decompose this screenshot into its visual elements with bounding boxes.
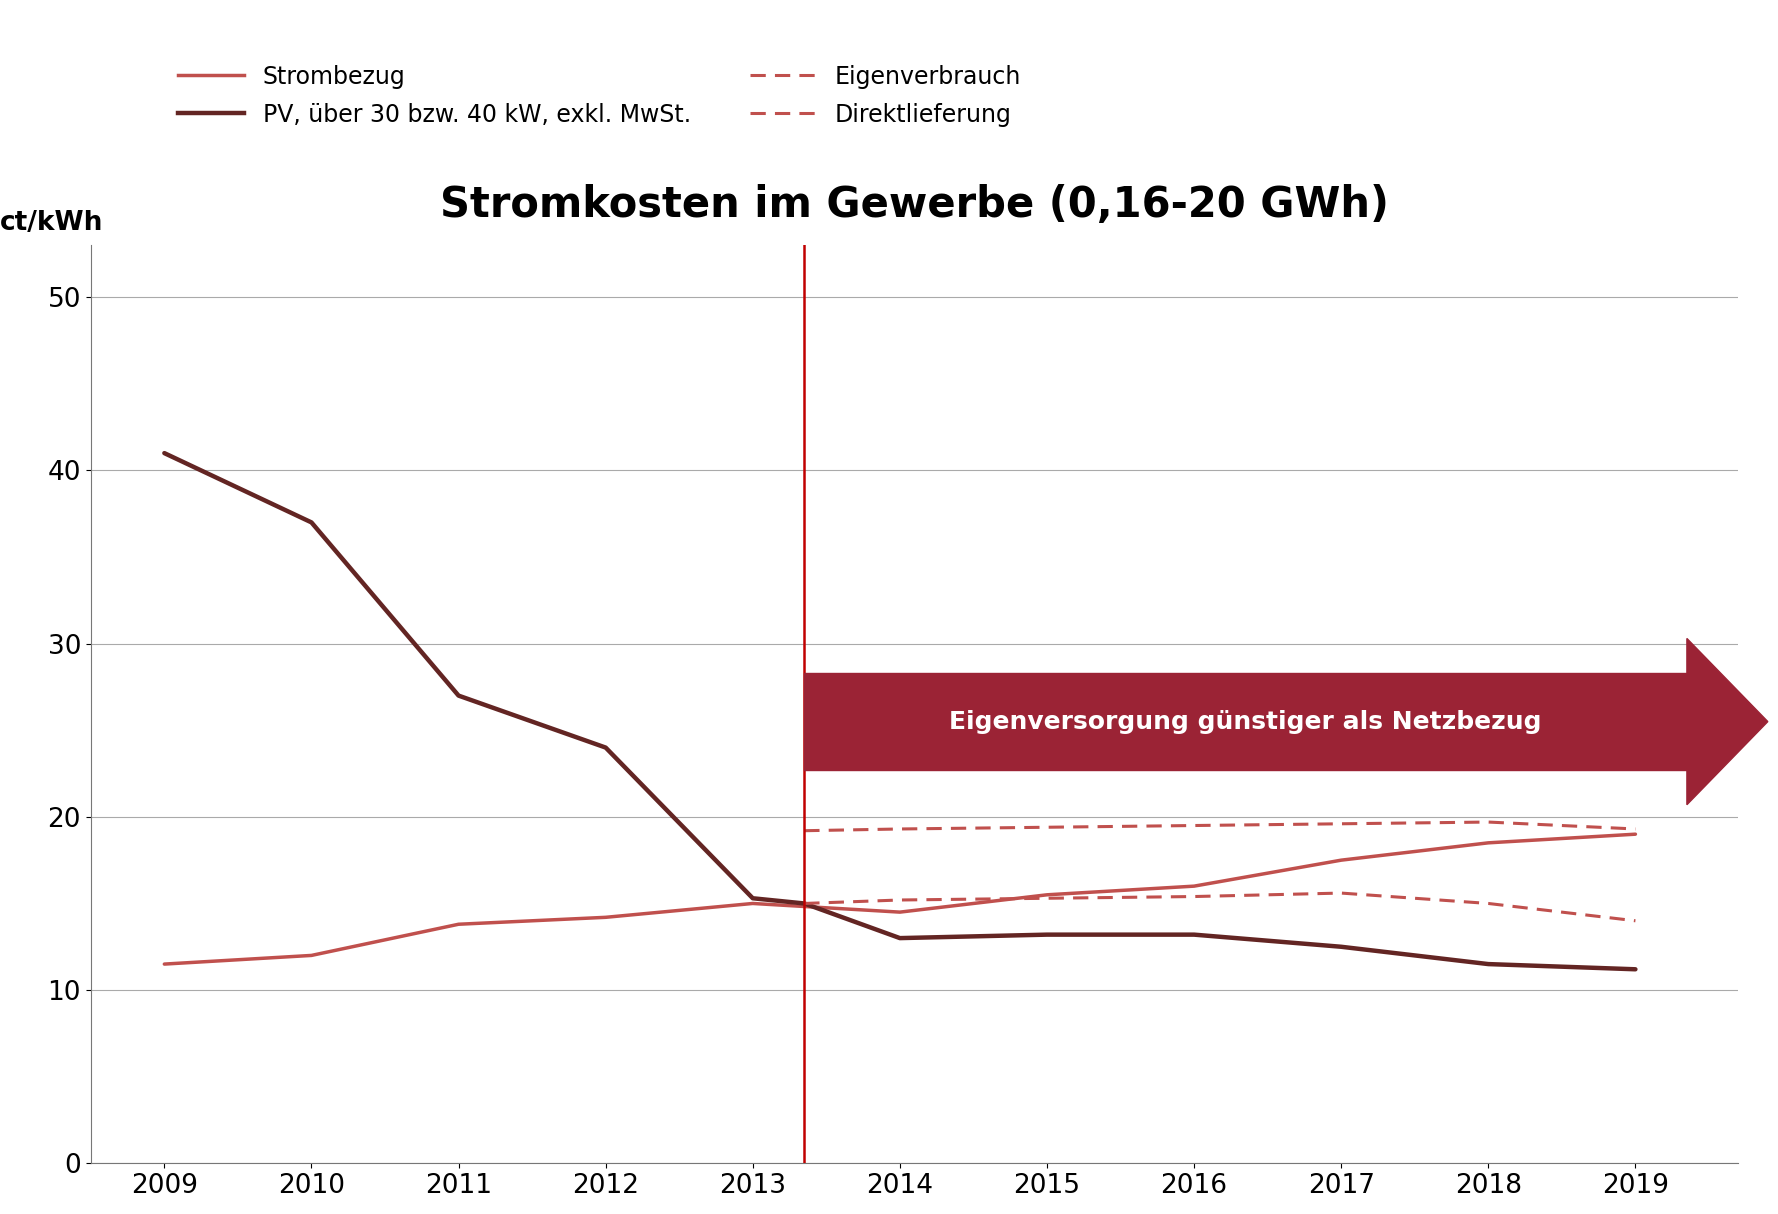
Polygon shape: [1687, 639, 1767, 805]
Bar: [804, 673, 1687, 770]
Legend: Strombezug, PV, über 30 bzw. 40 kW, exkl. MwSt., Eigenverbrauch, Direktlieferung: Strombezug, PV, über 30 bzw. 40 kW, exkl…: [169, 55, 1031, 136]
Text: ct/kWh: ct/kWh: [0, 210, 103, 236]
Text: Eigenversorgung günstiger als Netzbezug: Eigenversorgung günstiger als Netzbezug: [949, 710, 1542, 733]
Title: Stromkosten im Gewerbe (0,16-20 GWh): Stromkosten im Gewerbe (0,16-20 GWh): [441, 185, 1389, 227]
